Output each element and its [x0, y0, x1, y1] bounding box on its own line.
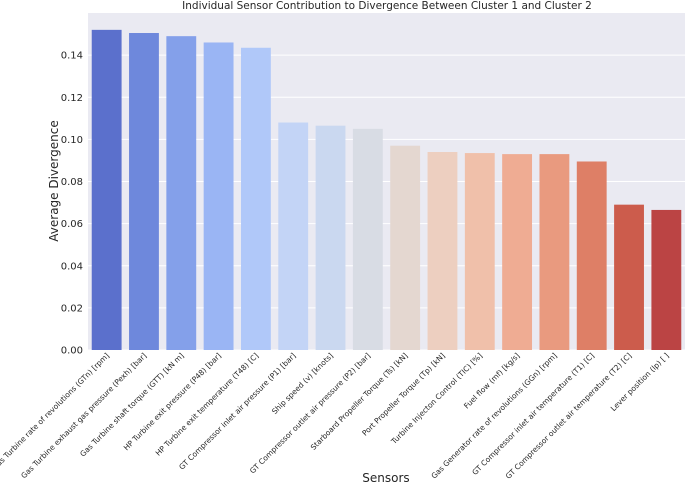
bar [166, 36, 197, 350]
x-tick-label: GT Compressor outlet air temperature (T2… [504, 351, 634, 481]
bar [539, 154, 570, 350]
bar [502, 154, 533, 350]
bar [278, 122, 309, 351]
y-axis-label: Average Divergence [47, 120, 61, 241]
bar [203, 42, 234, 351]
bar [315, 125, 346, 350]
bar [576, 161, 607, 350]
y-tick-label: 0.12 [61, 93, 83, 104]
bars [91, 29, 682, 351]
y-tick-labels: 0.00 0.02 0.04 0.06 0.08 0.10 0.12 0.14 [61, 51, 83, 357]
y-tick-label: 0.02 [61, 303, 83, 314]
y-tick-label: 0.00 [61, 346, 83, 357]
x-tick-label: Ship speed (v) [knots] [270, 351, 335, 416]
y-tick-label: 0.08 [61, 177, 83, 188]
x-tick-label: Gas Turbine exhaust gas pressure (Pexh) … [19, 351, 148, 480]
bar [129, 33, 159, 351]
x-axis-label: Sensors [362, 471, 409, 485]
bar [427, 152, 458, 350]
bar [614, 204, 644, 350]
chart-title: Individual Sensor Contribution to Diverg… [182, 0, 592, 12]
bar [464, 153, 495, 350]
x-tick-labels: Gas Turbine rate of revolutions (GTn) [r… [0, 351, 671, 481]
y-tick-label: 0.10 [61, 135, 83, 146]
y-tick-label: 0.04 [61, 261, 83, 272]
bar [651, 209, 682, 350]
bar [91, 29, 122, 350]
bar [240, 47, 271, 351]
bar [352, 128, 383, 350]
bar [390, 145, 421, 350]
y-tick-label: 0.14 [61, 51, 83, 62]
x-tick-label: Gas Generator rate of revolutions (GGn) … [429, 351, 559, 481]
x-tick-label: Gas Turbine rate of revolutions (GTn) [r… [0, 351, 111, 472]
y-tick-label: 0.06 [61, 219, 83, 230]
